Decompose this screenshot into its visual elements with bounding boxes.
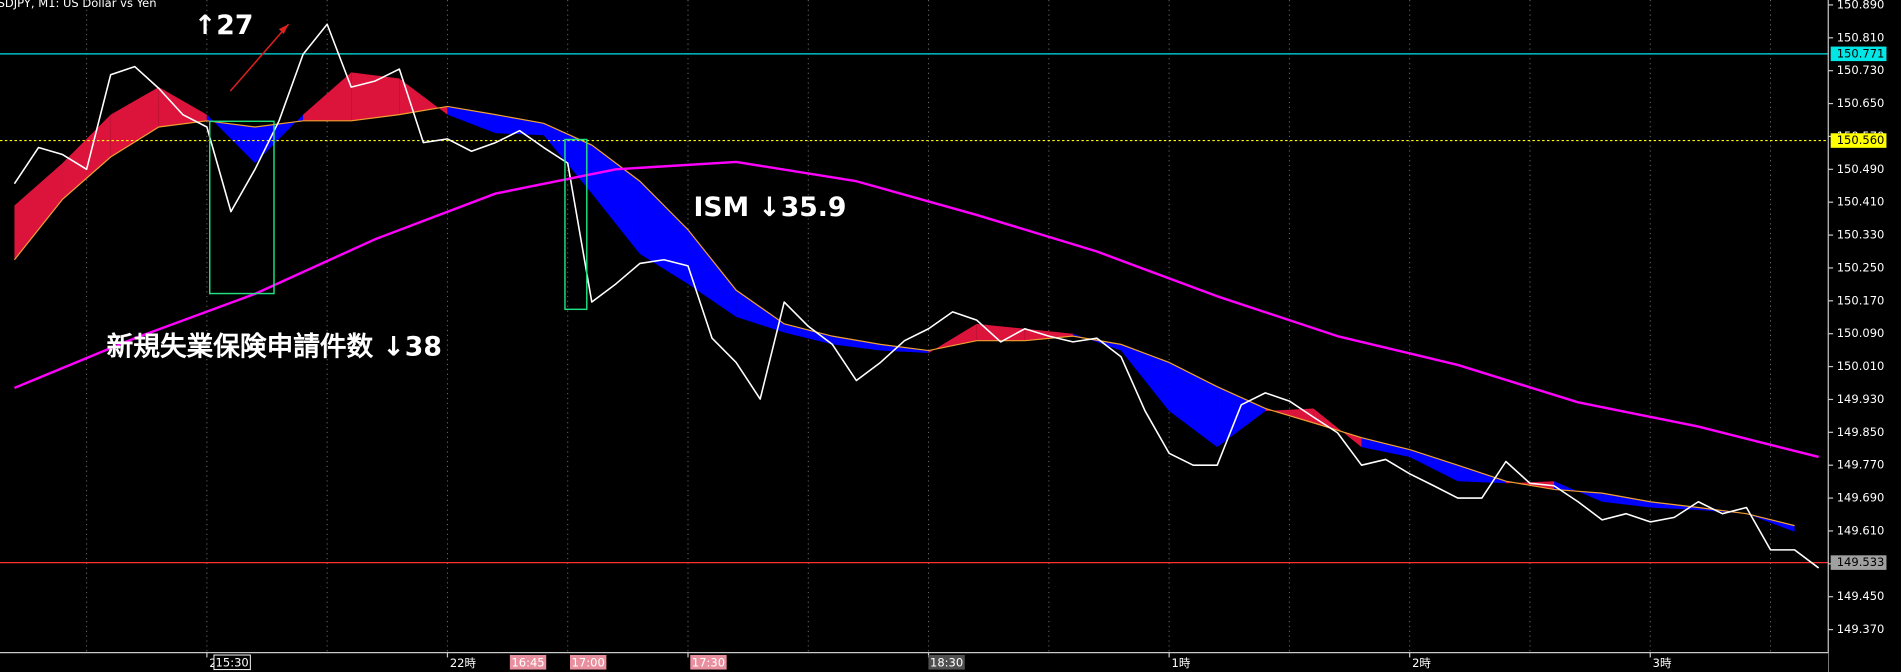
arrow-head <box>278 24 289 34</box>
cloud-segment <box>832 336 881 351</box>
cloud-segment <box>784 323 833 345</box>
cloud-segment <box>1409 449 1458 482</box>
cloud-segment <box>110 87 159 157</box>
y-tick-label: 150.890 <box>1837 0 1885 11</box>
cloud-segment <box>1169 362 1218 448</box>
y-tick-label: 150.010 <box>1837 359 1885 373</box>
time-marker-label: 16:45 <box>511 655 544 669</box>
y-tick-label: 150.810 <box>1837 30 1885 44</box>
y-tick-label: 149.930 <box>1837 392 1885 406</box>
cloud-segment <box>158 87 207 127</box>
x-tick-label: 2時 <box>1412 656 1431 670</box>
time-marker-label: 18:30 <box>930 655 963 669</box>
y-tick-label: 149.370 <box>1837 622 1885 636</box>
cloud-segment <box>14 163 63 260</box>
time-marker <box>569 655 607 670</box>
x-tick-label: 22時 <box>450 656 477 670</box>
cloud-segment <box>928 323 977 354</box>
cloud-segment <box>1650 501 1699 510</box>
price-tag-label: 150.560 <box>1837 133 1885 147</box>
chart-title: SDJPY, M1: US Dollar vs Yen <box>0 0 156 10</box>
cloud-segment <box>1602 493 1651 508</box>
y-tick-label: 149.690 <box>1837 491 1885 505</box>
event-box <box>564 138 588 311</box>
annotation: ↑27 <box>194 10 253 41</box>
y-tick-label: 150.170 <box>1837 293 1885 307</box>
price-tag <box>1830 46 1887 62</box>
price-tag-label: 150.771 <box>1837 46 1885 60</box>
cloud-segment <box>303 72 352 121</box>
x-tick-label: 3時 <box>1653 656 1672 670</box>
time-marker <box>928 655 965 670</box>
price-tag-label: 149.533 <box>1837 555 1885 569</box>
y-tick-label: 150.090 <box>1837 326 1885 340</box>
cloud-segment <box>639 181 689 284</box>
y-tick-label: 149.770 <box>1837 458 1885 472</box>
slow-line <box>13 105 1795 527</box>
cloud-segment <box>736 290 785 333</box>
y-tick-label: 150.650 <box>1837 96 1885 110</box>
event-box <box>209 120 275 295</box>
price-tag <box>1830 555 1887 570</box>
y-tick-label: 149.450 <box>1837 589 1885 603</box>
time-marker-label: 15:30 <box>216 655 249 669</box>
y-tick-label: 150.490 <box>1837 162 1885 176</box>
price-tag <box>1830 133 1887 148</box>
cloud-segment <box>351 72 400 121</box>
cloud-segment <box>688 229 737 317</box>
annotation: ISM ↓35.9 <box>693 192 846 223</box>
annotation: 新規失業保険申請件数 ↓38 <box>107 332 442 363</box>
time-marker-label: 17:30 <box>692 655 725 669</box>
cloud-segment <box>254 114 304 164</box>
time-marker <box>690 655 727 670</box>
y-tick-label: 149.610 <box>1837 523 1885 537</box>
time-marker <box>509 655 547 670</box>
price-series <box>13 160 1819 459</box>
cloud-segment <box>1361 437 1410 457</box>
y-tick-label: 150.330 <box>1837 228 1885 242</box>
cloud-segment <box>1217 386 1266 448</box>
arrow <box>229 23 290 92</box>
cloud-segment <box>1121 344 1170 411</box>
y-tick-label: 149.850 <box>1837 425 1885 439</box>
cloud-segment <box>976 323 1025 341</box>
y-tick-label: 150.410 <box>1837 195 1885 209</box>
y-tick-label: 150.250 <box>1837 260 1885 274</box>
cloud-segment <box>495 114 544 136</box>
x-tick-label: 1時 <box>1172 656 1191 670</box>
time-axis-bg <box>0 652 1829 672</box>
time-marker-label: 17:00 <box>572 655 605 669</box>
y-tick-label: 150.730 <box>1837 63 1885 77</box>
cloud-segment <box>62 114 111 200</box>
time-marker <box>213 654 251 671</box>
price-series <box>13 23 1820 569</box>
